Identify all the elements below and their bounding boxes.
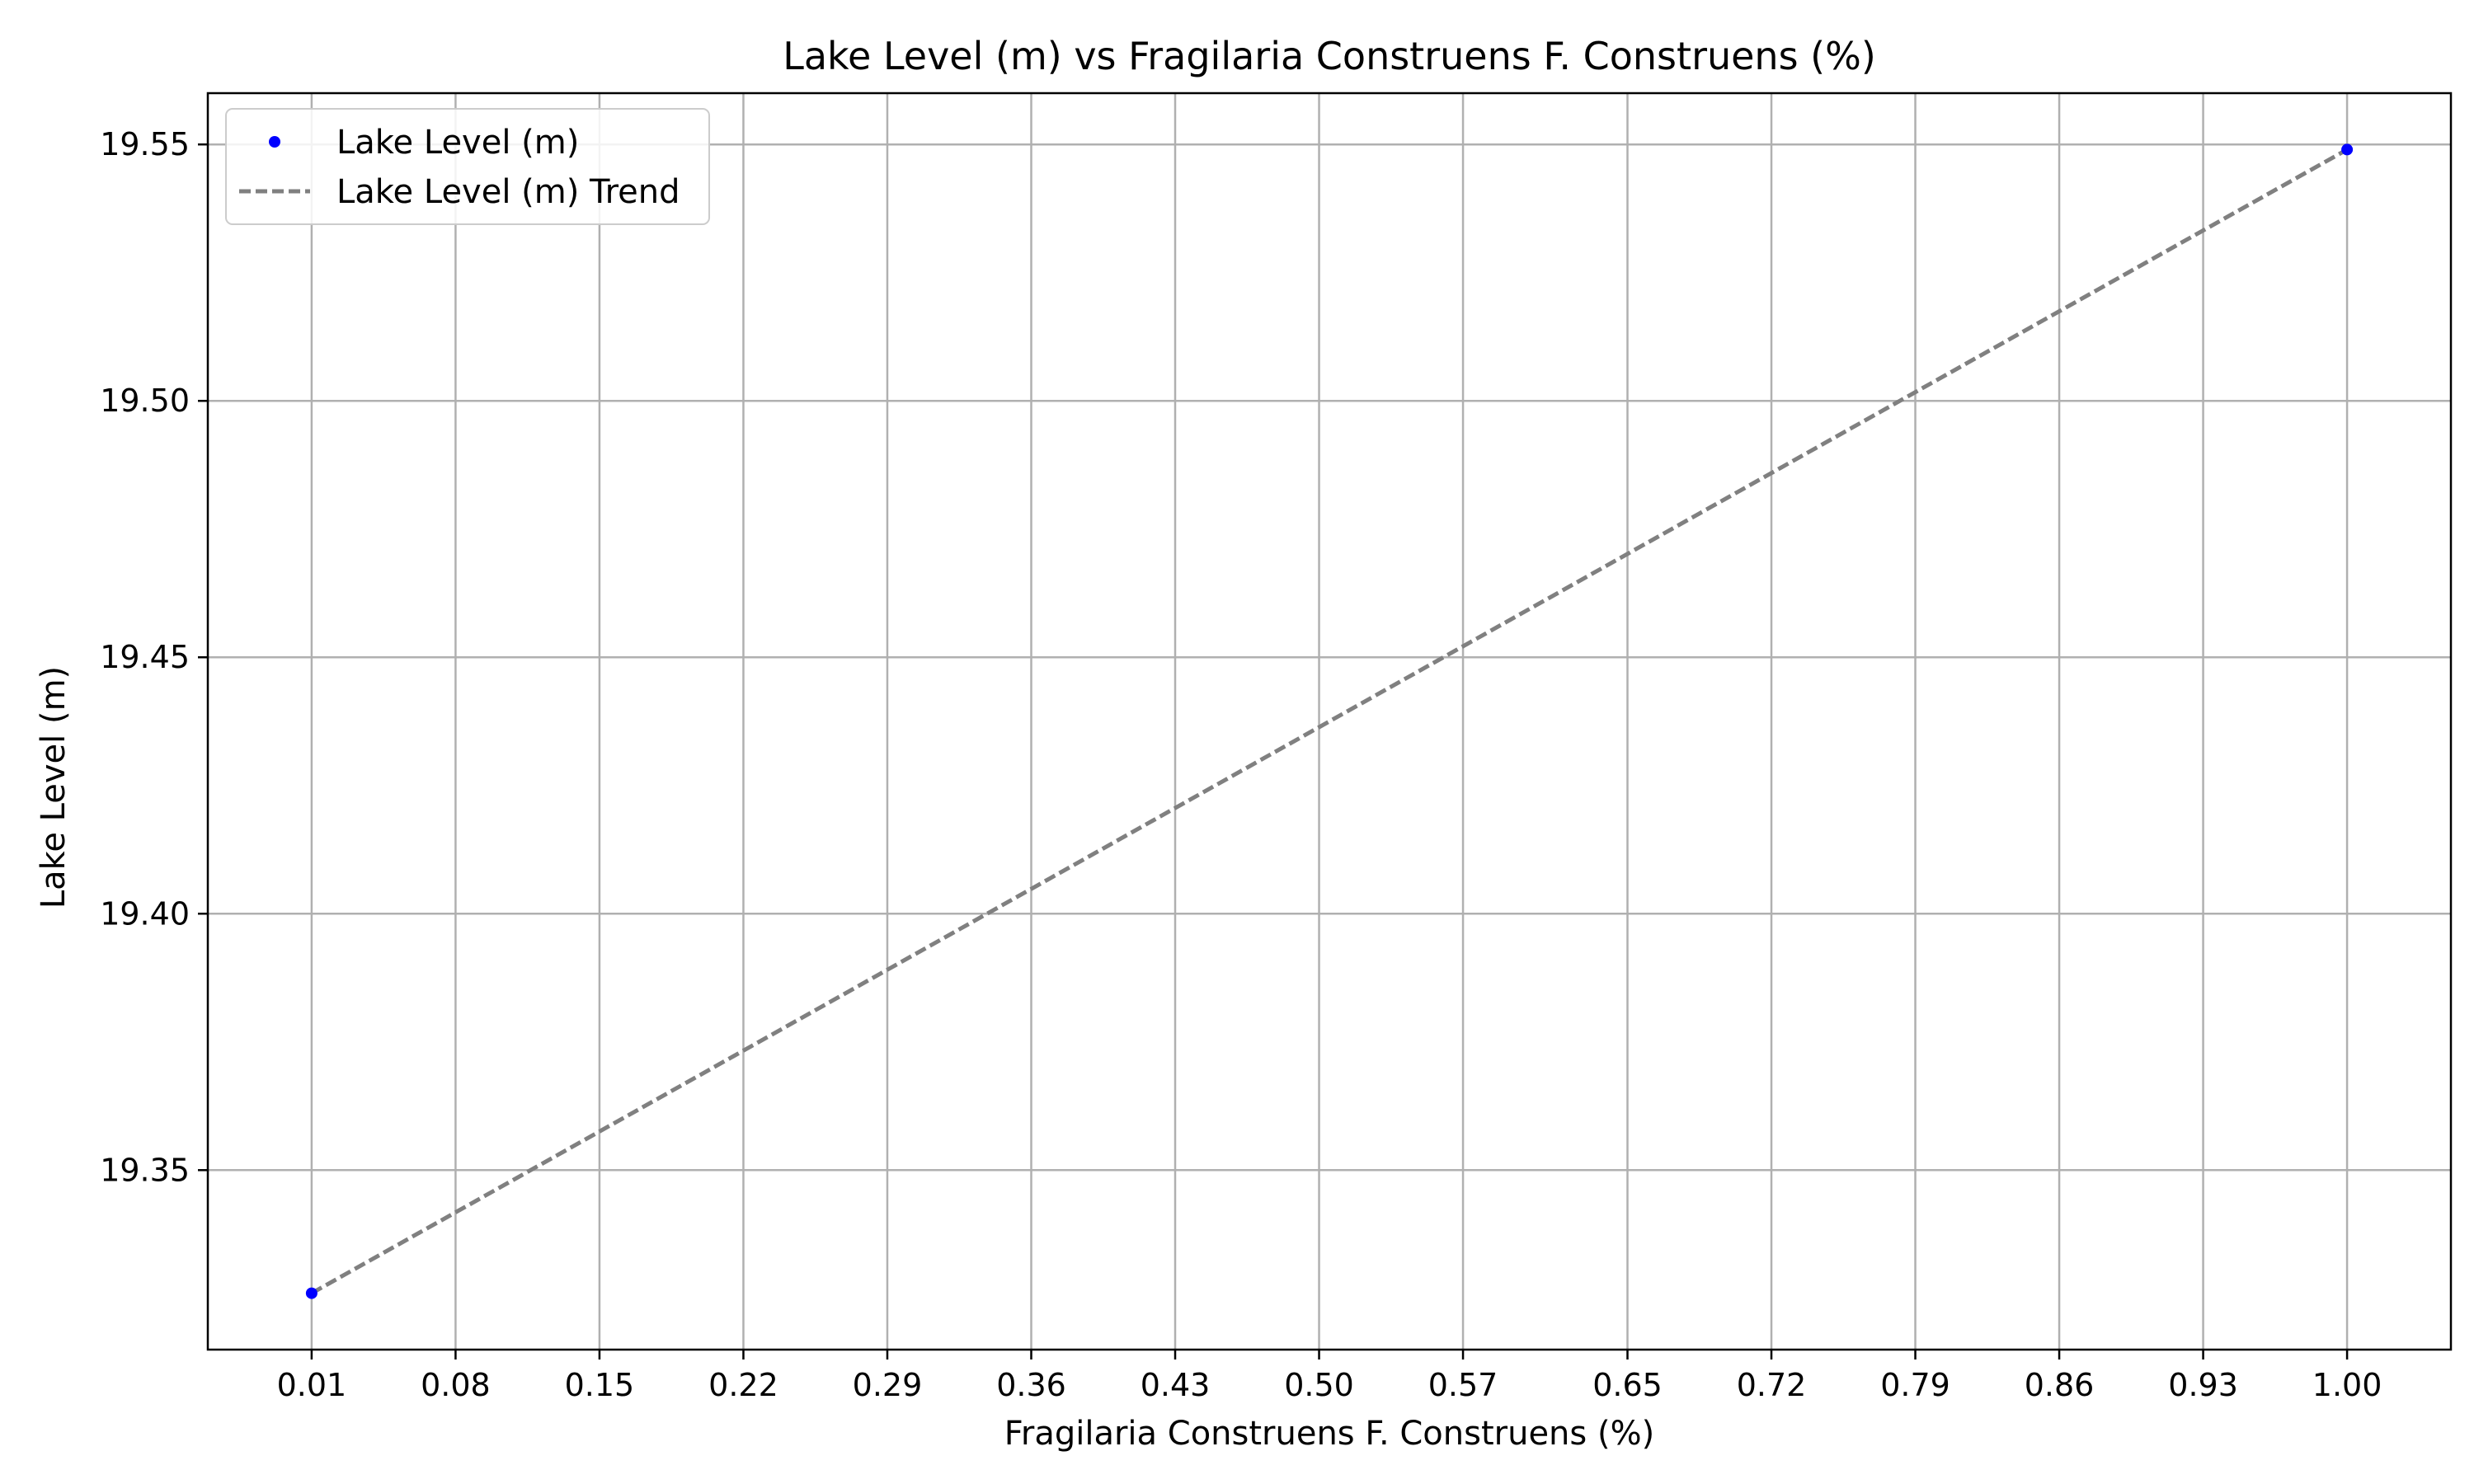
legend-box [225, 108, 710, 225]
y-axis-label: Lake Level (m) [35, 666, 73, 909]
y-tick-label: 19.35 [100, 1152, 190, 1188]
legend-label-scatter: Lake Level (m) [336, 124, 579, 162]
x-tick-label: 0.72 [1737, 1367, 1807, 1403]
y-axis: 19.35 19.40 19.45 19.50 19.55 [100, 126, 208, 1188]
x-tick-label: 0.93 [2168, 1367, 2238, 1403]
legend-label-trend: Lake Level (m) Trend [336, 173, 680, 211]
x-tick-label: 0.01 [277, 1367, 347, 1403]
x-tick-label: 0.57 [1428, 1367, 1498, 1403]
x-axis-label: Fragilaria Construens F. Construens (%) [1004, 1415, 1654, 1453]
scatter-point [305, 1287, 317, 1299]
chart-title: Lake Level (m) vs Fragilaria Construens … [783, 34, 1876, 78]
grid [208, 93, 2451, 1350]
x-tick-label: 0.86 [2025, 1367, 2095, 1403]
y-tick-label: 19.55 [100, 126, 190, 162]
x-tick-label: 1.00 [2312, 1367, 2382, 1403]
x-tick-label: 0.79 [1880, 1367, 1950, 1403]
x-tick-label: 0.36 [996, 1367, 1066, 1403]
legend: Lake Level (m) Lake Level (m) Trend [225, 108, 710, 225]
y-tick-label: 19.40 [100, 895, 190, 932]
x-tick-label: 0.08 [421, 1367, 491, 1403]
x-axis: 0.01 0.08 0.15 0.22 0.29 0.36 0.43 0.50 0.57 0.65… [277, 1350, 2382, 1403]
x-tick-label: 0.15 [565, 1367, 635, 1403]
scatter-point [2341, 143, 2354, 156]
x-tick-label: 0.50 [1284, 1367, 1354, 1403]
trend-line [310, 148, 2349, 1295]
x-tick-label: 0.29 [853, 1367, 923, 1403]
y-tick-label: 19.50 [100, 383, 190, 419]
x-tick-label: 0.65 [1592, 1367, 1663, 1403]
x-tick-label: 0.43 [1141, 1367, 1211, 1403]
x-tick-label: 0.22 [708, 1367, 778, 1403]
plot-area [305, 143, 2354, 1299]
plot-frame [206, 92, 2453, 1351]
legend-marker-scatter [269, 136, 280, 148]
y-tick-label: 19.45 [100, 639, 190, 675]
